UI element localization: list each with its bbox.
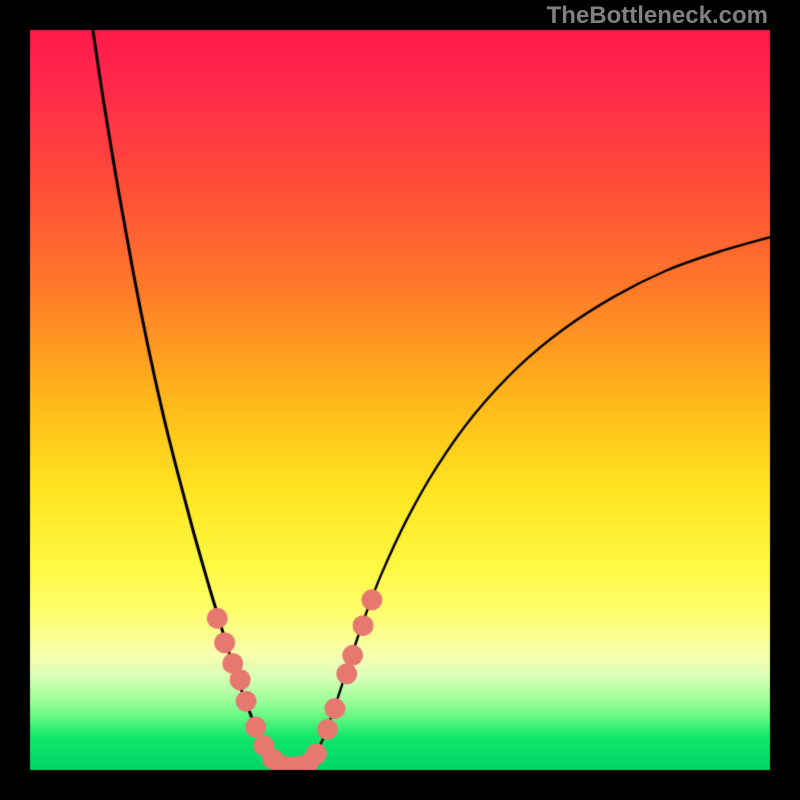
chart-stage: TheBottleneck.com bbox=[0, 0, 800, 800]
watermark-label: TheBottleneck.com bbox=[547, 2, 768, 30]
bottleneck-curve-chart bbox=[0, 0, 800, 800]
